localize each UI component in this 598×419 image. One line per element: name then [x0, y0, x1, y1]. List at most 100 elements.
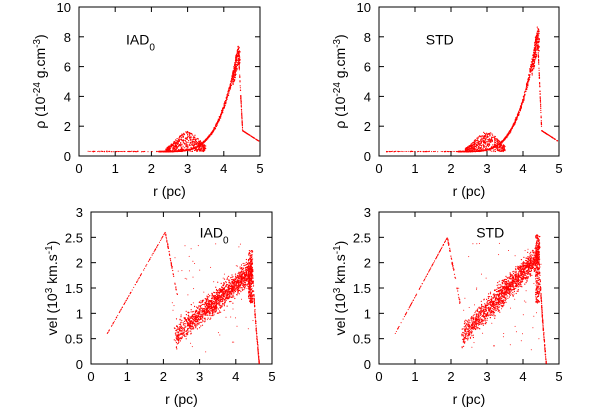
data-point — [182, 136, 184, 138]
x-axis-label: r (pc) — [153, 183, 186, 199]
data-point — [203, 150, 205, 153]
data-point — [472, 150, 474, 152]
x-tick-label: 5 — [256, 161, 263, 176]
data-point — [240, 275, 242, 277]
data-point — [238, 293, 240, 295]
y-tick-label: 8 — [364, 30, 371, 45]
data-point — [185, 141, 187, 143]
data-point — [143, 150, 145, 153]
data-point — [536, 49, 538, 51]
data-point — [123, 150, 126, 152]
data-point — [193, 149, 196, 152]
data-point — [479, 148, 481, 151]
data-point — [244, 264, 246, 266]
data-point — [192, 143, 194, 145]
data-point — [216, 122, 218, 124]
y-tick-label: 1.5 — [65, 281, 83, 296]
data-point — [181, 150, 183, 153]
data-point — [502, 140, 504, 142]
data-point — [239, 89, 242, 91]
data-point — [189, 327, 191, 329]
data-point — [200, 301, 202, 303]
data-point — [232, 278, 234, 281]
data-point — [235, 276, 237, 278]
data-point — [232, 302, 234, 304]
data-point — [489, 133, 491, 135]
data-point — [93, 150, 95, 152]
data-point — [496, 147, 498, 149]
data-point — [174, 143, 176, 146]
data-point — [193, 321, 195, 323]
data-point — [478, 147, 480, 149]
data-point — [238, 64, 240, 66]
data-point — [466, 147, 468, 149]
data-point — [176, 147, 178, 149]
data-point — [483, 141, 485, 144]
data-point — [501, 145, 503, 147]
data-point — [556, 140, 559, 142]
data-point — [224, 294, 226, 296]
data-point — [223, 102, 225, 104]
data-point — [156, 150, 158, 153]
data-point — [486, 139, 488, 141]
data-point — [191, 137, 193, 139]
scatter-points — [385, 26, 559, 153]
data-point — [427, 151, 429, 153]
data-point — [551, 136, 553, 138]
data-point — [117, 151, 119, 153]
data-point — [480, 146, 483, 148]
y-axis-label: ρ (10-24 g.cm-3) — [32, 34, 49, 128]
data-point — [540, 122, 543, 125]
data-point — [241, 128, 244, 130]
data-point — [195, 326, 197, 328]
data-point — [186, 149, 188, 151]
data-point — [200, 141, 202, 143]
data-point — [118, 312, 120, 314]
x-tick-label: 3 — [483, 161, 490, 176]
data-point — [186, 143, 188, 145]
data-point — [491, 133, 493, 135]
data-point — [194, 136, 196, 138]
data-point — [168, 145, 171, 147]
data-point — [236, 50, 238, 52]
data-point — [198, 305, 200, 307]
data-point — [198, 141, 201, 143]
data-point — [167, 150, 169, 152]
data-point — [217, 300, 219, 302]
data-point — [231, 296, 233, 298]
data-point — [206, 305, 208, 307]
data-point — [238, 67, 240, 69]
data-point — [477, 139, 479, 141]
data-point — [144, 267, 146, 269]
x-tick-label: 3 — [196, 369, 203, 384]
data-point — [499, 140, 501, 143]
x-tick-label: 2 — [148, 161, 155, 176]
data-point — [534, 41, 537, 43]
data-point — [235, 61, 237, 64]
data-point — [534, 47, 536, 49]
data-point — [248, 134, 250, 136]
data-point — [242, 270, 244, 273]
data-point — [172, 269, 174, 272]
data-point — [196, 146, 198, 148]
data-point — [211, 300, 213, 302]
data-point — [538, 75, 540, 77]
data-point — [182, 135, 184, 137]
data-point — [208, 307, 210, 309]
data-point — [206, 314, 208, 316]
data-point — [244, 285, 246, 287]
data-point — [185, 310, 187, 312]
data-point — [467, 147, 469, 149]
data-point — [195, 327, 197, 329]
data-point — [179, 319, 181, 321]
data-point — [88, 150, 90, 153]
data-point — [190, 309, 192, 311]
data-point — [167, 148, 169, 150]
data-point — [234, 63, 236, 66]
data-point — [498, 142, 500, 144]
data-point — [175, 141, 178, 143]
data-point — [537, 56, 540, 58]
data-point — [485, 150, 488, 152]
data-point — [239, 51, 241, 53]
